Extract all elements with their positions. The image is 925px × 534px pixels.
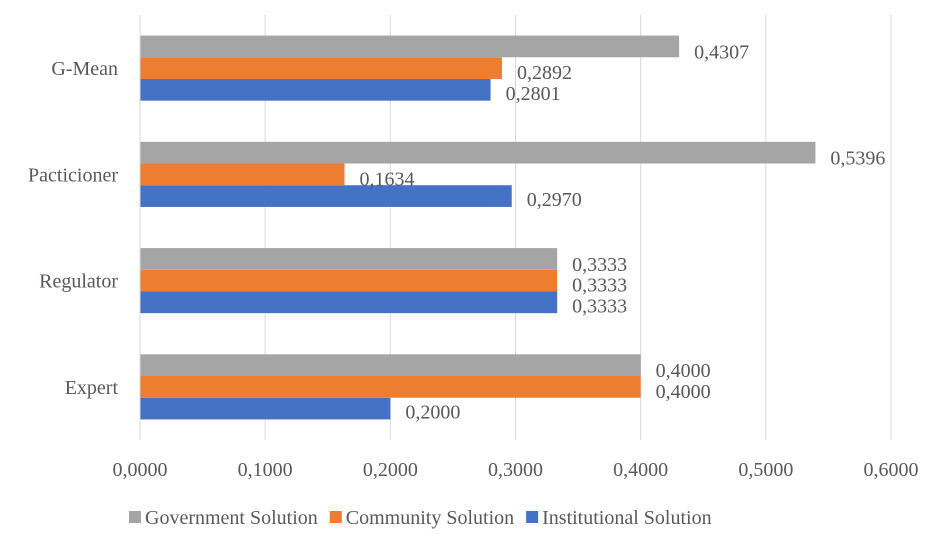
x-tick-label: 0,3000: [488, 459, 543, 481]
x-tick-label: 0,6000: [864, 459, 919, 481]
bar-government-solution: [140, 354, 641, 377]
y-axis: Expert Regulator Pacticioner G-Mean: [28, 15, 141, 440]
bar-institutional-solution: [140, 78, 491, 101]
bar-community-solution: [140, 163, 345, 186]
legend-label: Community Solution: [346, 507, 514, 529]
x-tick-label: 0,2000: [363, 459, 418, 481]
data-label: 0,2801: [506, 83, 561, 105]
category-label: G-Mean: [51, 58, 118, 80]
data-labels: 0,20000,40000,40000,33330,33330,33330,29…: [360, 41, 886, 423]
bar-government-solution: [140, 141, 816, 164]
x-tick-label: 0,1000: [238, 459, 293, 481]
bar-institutional-solution: [140, 185, 512, 207]
bar-institutional-solution: [140, 291, 558, 314]
data-label: 0,4000: [656, 360, 711, 382]
x-tick-label: 0,5000: [738, 459, 793, 481]
category-label: Regulator: [39, 271, 118, 293]
data-label: 0,2892: [517, 62, 572, 84]
bar-government-solution: [140, 248, 558, 270]
x-tick-label: 0,4000: [613, 459, 668, 481]
legend-label: Government Solution: [145, 507, 318, 529]
bar-government-solution: [140, 35, 680, 58]
data-label: 0,2000: [405, 402, 460, 424]
bar-community-solution: [140, 57, 502, 79]
data-label: 0,1634: [360, 168, 415, 190]
x-axis: 0,0000 0,1000 0,2000 0,3000 0,4000 0,5000 0,60…: [113, 459, 919, 481]
legend-swatch: [329, 511, 342, 523]
bar-community-solution: [140, 376, 641, 398]
data-label: 0,3333: [572, 275, 627, 297]
data-label: 0,4307: [694, 41, 749, 63]
legend-swatch: [129, 511, 141, 523]
data-label: 0,5396: [830, 148, 885, 170]
bar-community-solution: [140, 269, 558, 292]
category-label: Pacticioner: [28, 164, 118, 186]
data-label: 0,4000: [656, 381, 711, 403]
legend: Government Solution Community Solution Ins…: [129, 507, 712, 529]
category-label: Expert: [65, 377, 119, 399]
data-label: 0,3333: [572, 254, 627, 276]
data-label: 0,3333: [572, 295, 627, 317]
bar-institutional-solution: [140, 397, 391, 420]
legend-label: Institutional Solution: [542, 507, 711, 529]
data-label: 0,2970: [527, 189, 582, 211]
bars: [140, 35, 816, 420]
legend-swatch: [526, 511, 539, 523]
x-tick-label: 0,0000: [113, 459, 168, 481]
